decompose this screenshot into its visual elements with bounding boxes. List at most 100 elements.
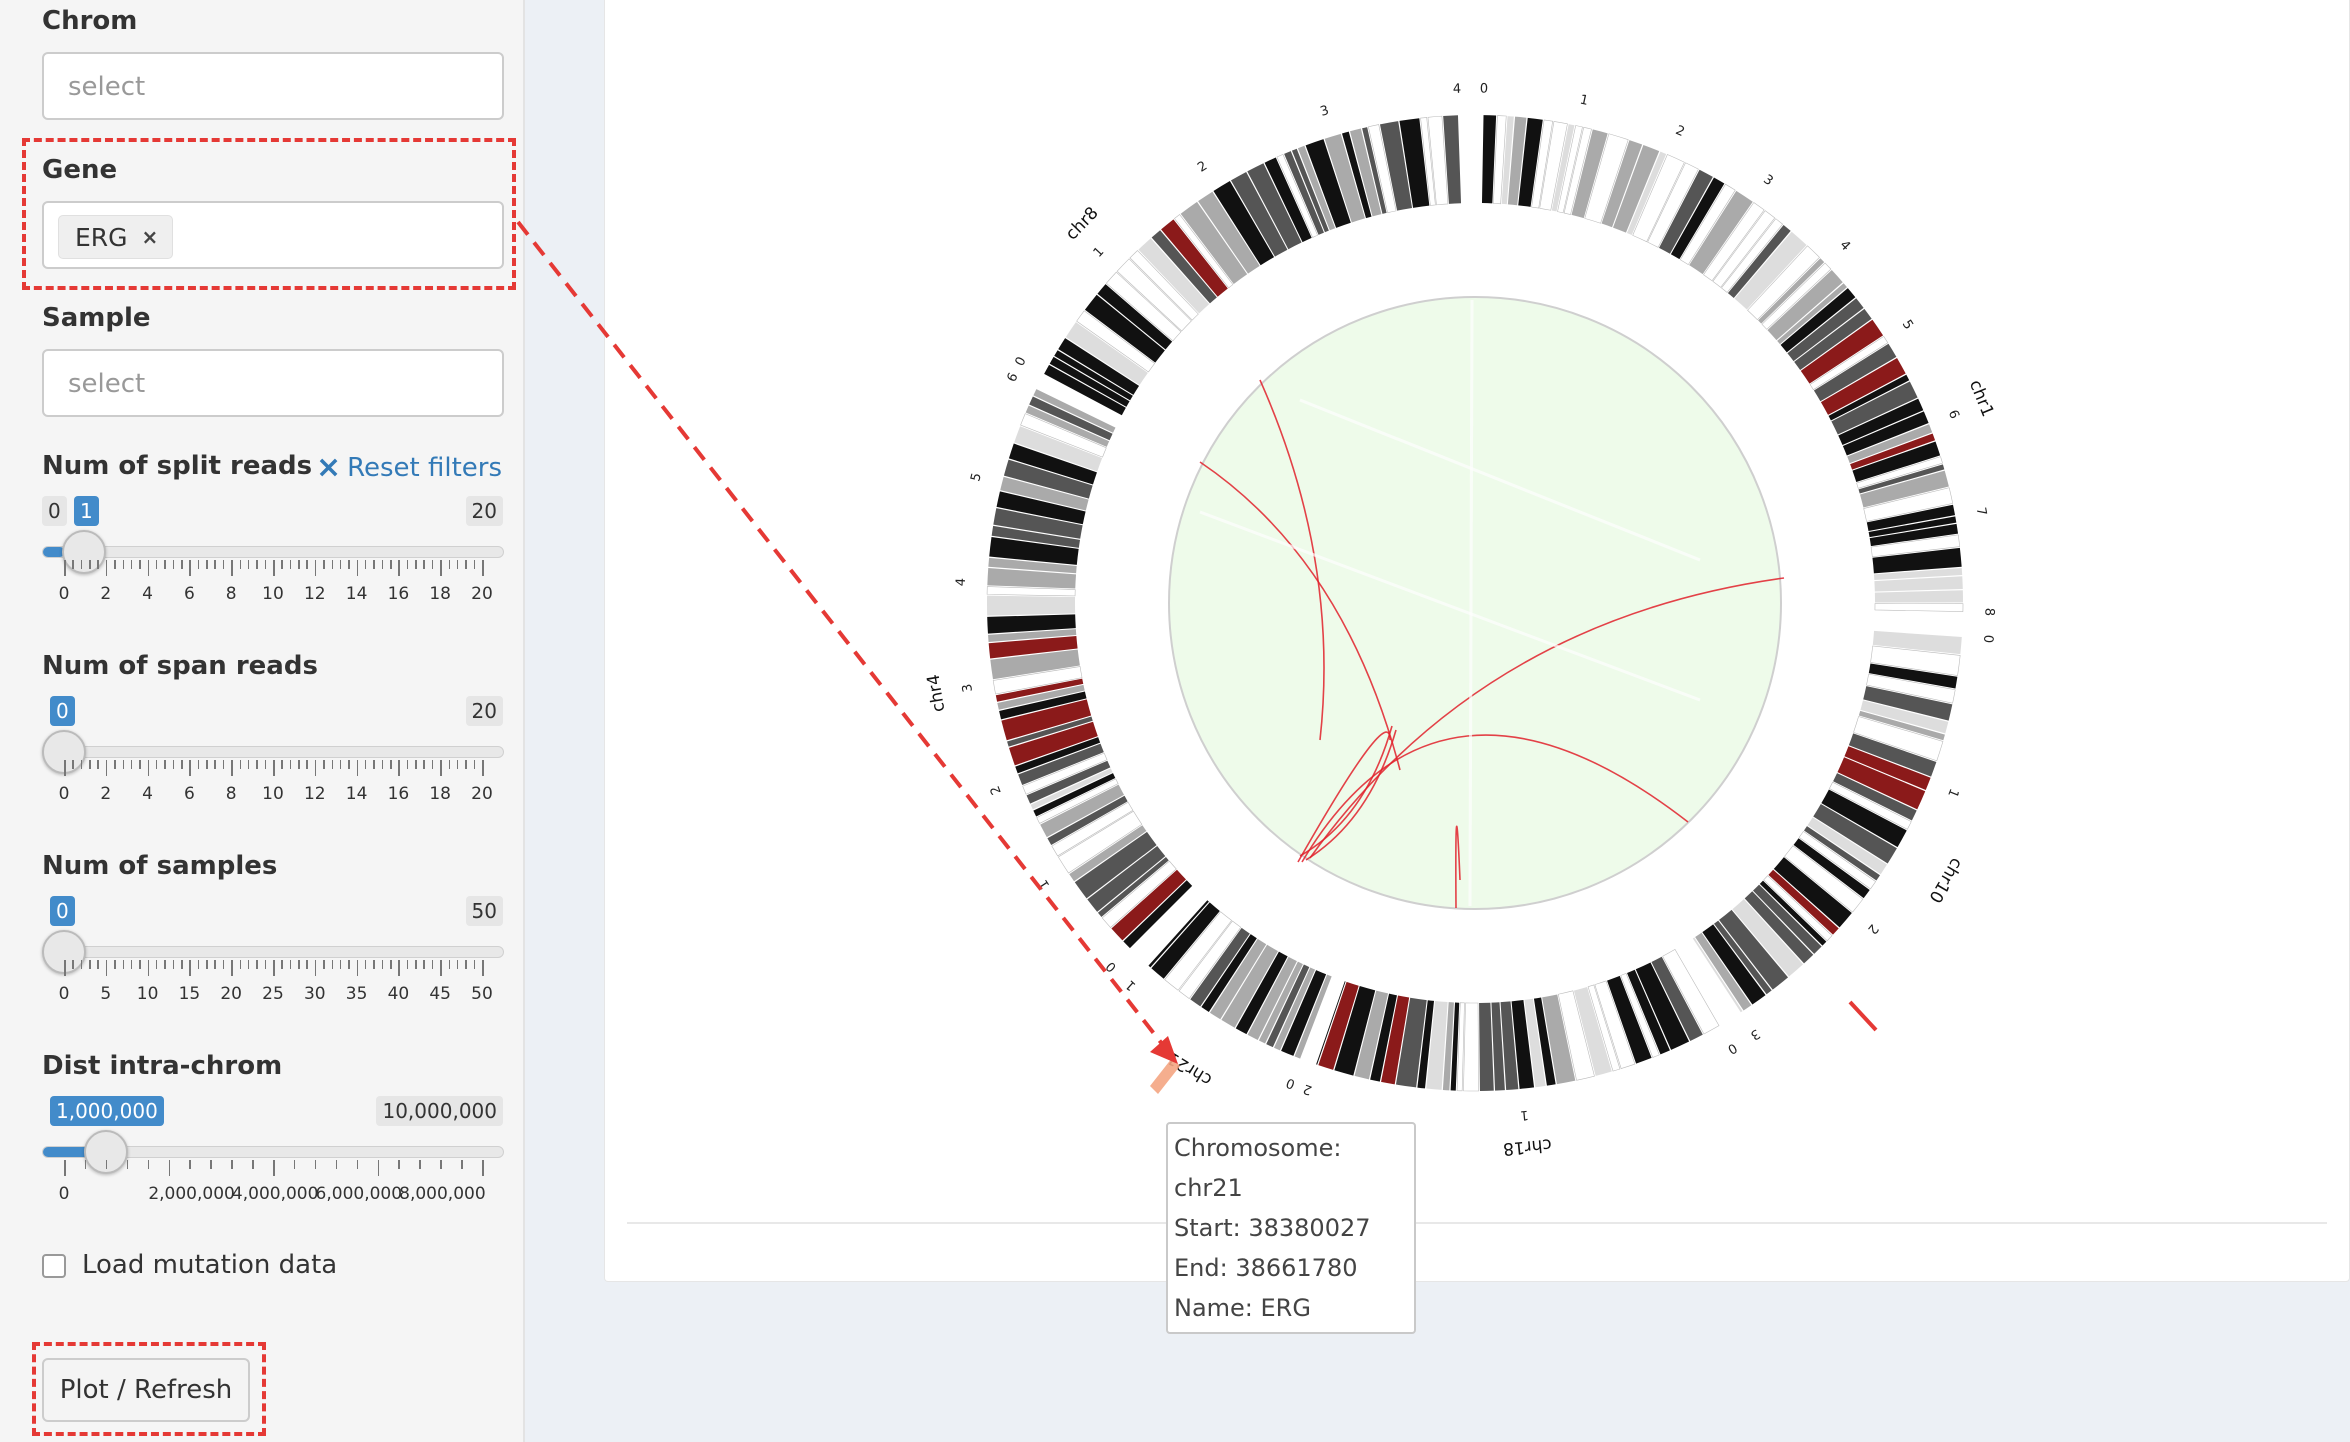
mutation-label: Load mutation data: [82, 1250, 338, 1280]
chromosome-band: [1266, 964, 1310, 1048]
slider-tick: [231, 960, 233, 976]
chromosome-band: [1557, 990, 1595, 1081]
split-reads-max: 20: [465, 496, 503, 526]
chromosome-band: [1702, 924, 1766, 1005]
slider-tick: [80, 960, 83, 969]
slider-tick-label: 5: [100, 984, 112, 1004]
chromosome-band: [1821, 789, 1907, 848]
sample-select[interactable]: select: [42, 349, 504, 417]
chromosome-band: [1860, 700, 1949, 734]
slider-tick-label: 8: [225, 584, 237, 604]
chromosome-band: [1051, 801, 1134, 857]
chromosome-tick-label: 0: [1284, 1074, 1297, 1091]
chromosome-band: [1813, 343, 1897, 402]
remove-tag-icon[interactable]: ×: [141, 225, 159, 249]
slider-tick: [147, 960, 150, 976]
slider-tick: [231, 760, 233, 776]
slider-tick: [147, 560, 150, 576]
slider-tick: [273, 760, 275, 776]
chromosome-band: [1417, 1000, 1435, 1089]
chromosome-band: [1719, 909, 1789, 990]
slider-tick-label: 40: [387, 984, 410, 1004]
slider-tick: [105, 560, 108, 576]
slider-tick: [122, 960, 125, 969]
chromosome-band: [1026, 760, 1111, 804]
chrom-label: Chrom: [42, 6, 138, 36]
slider-tick: [89, 560, 91, 569]
slider-tick: [293, 1160, 296, 1169]
slider-tick: [331, 760, 334, 769]
chromosome-band: [987, 568, 1077, 589]
slider-tick: [214, 760, 216, 769]
gene-tag-label: ERG: [75, 222, 128, 252]
samples-ticks: 0 5 10 15 20 25 30 35 40 45 50: [0, 960, 525, 1004]
chromosome-band: [1129, 250, 1199, 321]
slider-tick: [335, 1160, 338, 1169]
chromosome-band: [1213, 181, 1275, 266]
chromosome-band: [1670, 177, 1725, 260]
chromosome-band: [1872, 547, 1962, 574]
slider-tick: [373, 960, 375, 969]
chromosome-band: [1659, 169, 1713, 254]
slider-tick: [164, 560, 166, 569]
gene-select[interactable]: ERG ×: [42, 201, 504, 269]
slider-tick: [122, 560, 125, 569]
slider-tick-label: 15: [178, 984, 201, 1004]
close-icon: ×: [315, 450, 342, 485]
slider-tick: [356, 560, 359, 576]
slider-tick: [331, 560, 334, 569]
slider-tick-label: 0: [58, 784, 70, 804]
split-reads-slider[interactable]: [42, 546, 504, 558]
chromosome-band: [1105, 271, 1182, 342]
slider-tick: [239, 760, 242, 769]
split-reads-handle[interactable]: [62, 530, 106, 574]
chromosome-tick-label: 1: [1578, 92, 1589, 108]
slider-tick-label: 4: [142, 784, 154, 804]
chromosome-band: [1692, 937, 1743, 1013]
chromosome-band: [1399, 118, 1430, 208]
chromosome-band: [1148, 900, 1209, 968]
slider-tick-label: 30: [303, 984, 326, 1004]
chromosome-tick-label: 7: [1973, 506, 1989, 517]
reset-filters-link[interactable]: × Reset filters: [316, 450, 502, 485]
slider-tick: [264, 760, 267, 769]
chromosome-band: [1097, 856, 1169, 917]
chromosome-band: [988, 629, 1077, 642]
chrom-select[interactable]: select: [42, 52, 504, 120]
slider-tick: [239, 960, 242, 969]
dist-slider[interactable]: [42, 1146, 504, 1158]
chromosome-band: [987, 614, 1076, 634]
chromosome-band: [1828, 374, 1910, 421]
split-reads-value: 1: [74, 496, 99, 526]
mutation-checkbox[interactable]: [42, 1254, 66, 1278]
slider-tick: [356, 960, 359, 976]
slider-tick: [64, 960, 66, 976]
chromosome-band: [1057, 810, 1143, 874]
chromosome-band: [1018, 743, 1104, 785]
chromosome-band: [1571, 129, 1608, 219]
chromosome-band: [1258, 961, 1303, 1044]
chromosome-band: [1679, 183, 1736, 266]
slider-tick-label: 25: [262, 984, 284, 1004]
slider-tick: [181, 760, 183, 769]
link-chord: [1468, 299, 1474, 907]
chromosome-band: [1870, 534, 1961, 558]
chromosome-band: [1800, 319, 1884, 384]
slider-tick: [80, 760, 83, 769]
chromosome-band: [1632, 154, 1685, 243]
chromosome-band: [1744, 891, 1814, 964]
slider-tick: [252, 1160, 254, 1169]
chromosome-band: [1178, 920, 1242, 1000]
slider-tick: [373, 560, 375, 569]
chromosome-band: [1758, 258, 1825, 324]
slider-tick: [114, 560, 116, 569]
slider-tick-label: 10: [262, 784, 284, 804]
slider-tick: [172, 760, 175, 769]
link-chord: [1199, 510, 1701, 702]
chromosome-band: [1111, 869, 1187, 941]
slider-tick: [189, 760, 191, 776]
slider-tick: [210, 1160, 212, 1169]
chromosome-band: [1443, 115, 1462, 204]
plot-refresh-button[interactable]: Plot / Refresh: [42, 1358, 250, 1422]
